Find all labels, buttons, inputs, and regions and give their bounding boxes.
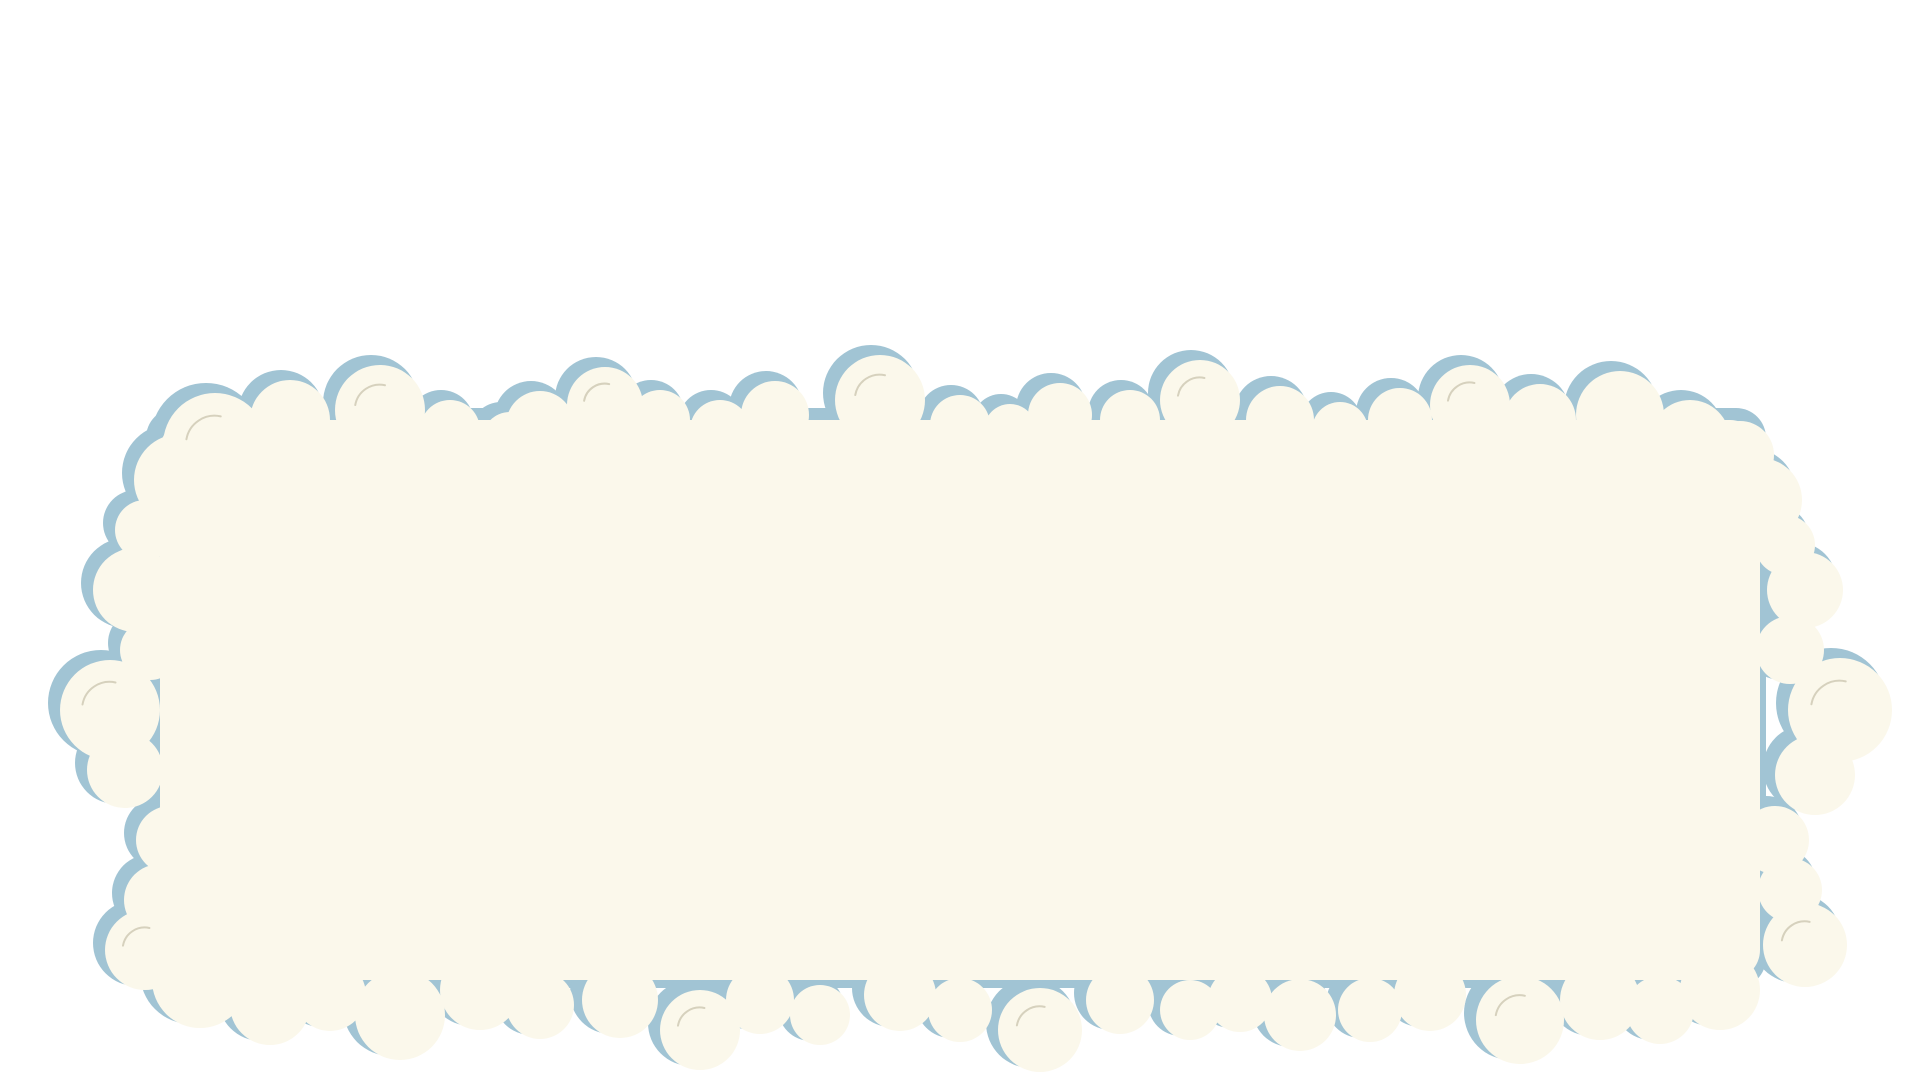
cloud-puff — [726, 966, 794, 1034]
cloud-puff — [1576, 371, 1664, 459]
cloud-puff — [1476, 976, 1564, 1064]
cloud-crease — [122, 926, 151, 947]
cloud-crease — [1810, 679, 1847, 706]
cloud-puff — [690, 400, 750, 460]
cloud-puff — [355, 970, 445, 1060]
cloud-crease — [1494, 994, 1526, 1017]
cloud-puff — [660, 990, 740, 1070]
cloud-puff — [790, 985, 850, 1045]
cloud-puff — [250, 380, 330, 460]
cloud-puff — [582, 962, 658, 1038]
cloud-puff — [1160, 980, 1220, 1040]
cloud-puff — [1264, 979, 1336, 1051]
cloud-puff — [1430, 365, 1510, 445]
cloud-puff — [1626, 976, 1694, 1044]
cloud-puff — [1680, 950, 1760, 1030]
cloud-puff — [1100, 390, 1160, 450]
cloud-puff — [120, 620, 180, 680]
cloud-puff — [864, 959, 936, 1031]
cloud-panel-fill — [60, 355, 1892, 1072]
cloud-puff — [1741, 806, 1809, 874]
cloud-puff — [1756, 616, 1824, 684]
cloud-puff — [567, 367, 643, 443]
cloud-puff — [1246, 386, 1314, 454]
cloud-panel-creases — [81, 373, 1847, 1027]
cloud-puff — [630, 390, 690, 450]
cloud-puff — [230, 965, 310, 1045]
cloud-puff — [1775, 735, 1855, 815]
cloud-puff — [136, 806, 204, 874]
cloud-puff — [984, 404, 1036, 456]
cloud-puff — [115, 500, 175, 560]
cloud-puff — [294, 959, 366, 1031]
cloud-puff — [1338, 978, 1402, 1042]
cloud-puff — [87, 732, 163, 808]
cloud-crease — [185, 414, 222, 441]
cloud-puff — [1160, 360, 1240, 440]
cloud-puff — [930, 395, 990, 455]
cloud-puff — [440, 950, 520, 1030]
cloud-puff — [93, 548, 177, 632]
cloud-puff — [1560, 960, 1640, 1040]
cloud-puff — [1028, 383, 1092, 447]
cloud-puff — [835, 355, 925, 445]
cloud-crease — [1177, 376, 1206, 397]
cloud-crease — [583, 382, 611, 402]
cloud-puff — [506, 391, 574, 459]
cloud-puff — [1208, 968, 1272, 1032]
cloud-puff — [420, 400, 480, 460]
cloud-puff — [741, 381, 809, 449]
cloud-crease — [354, 383, 386, 407]
cloud-puff — [1368, 388, 1432, 452]
cloud-puff — [105, 910, 185, 990]
cloud-puff — [928, 978, 992, 1042]
cloud-puff — [1767, 552, 1843, 628]
cloud-puff — [1763, 903, 1847, 987]
cloud-puff — [1394, 959, 1466, 1031]
cloud-puff — [1312, 402, 1368, 458]
cloud-puff — [335, 365, 425, 455]
cloud-crease — [1780, 920, 1811, 942]
cloud-puff — [1504, 384, 1576, 456]
cloud-crease — [854, 373, 886, 397]
cloud-crease — [677, 1006, 706, 1027]
cloud-puff — [506, 971, 574, 1039]
cloud-puff — [998, 988, 1082, 1072]
cloud-puff — [1086, 966, 1154, 1034]
cloud-fill-body — [160, 420, 1760, 980]
cloud-crease — [1447, 381, 1476, 402]
cloud-crease — [81, 680, 117, 706]
cloud-crease — [1015, 1005, 1046, 1027]
